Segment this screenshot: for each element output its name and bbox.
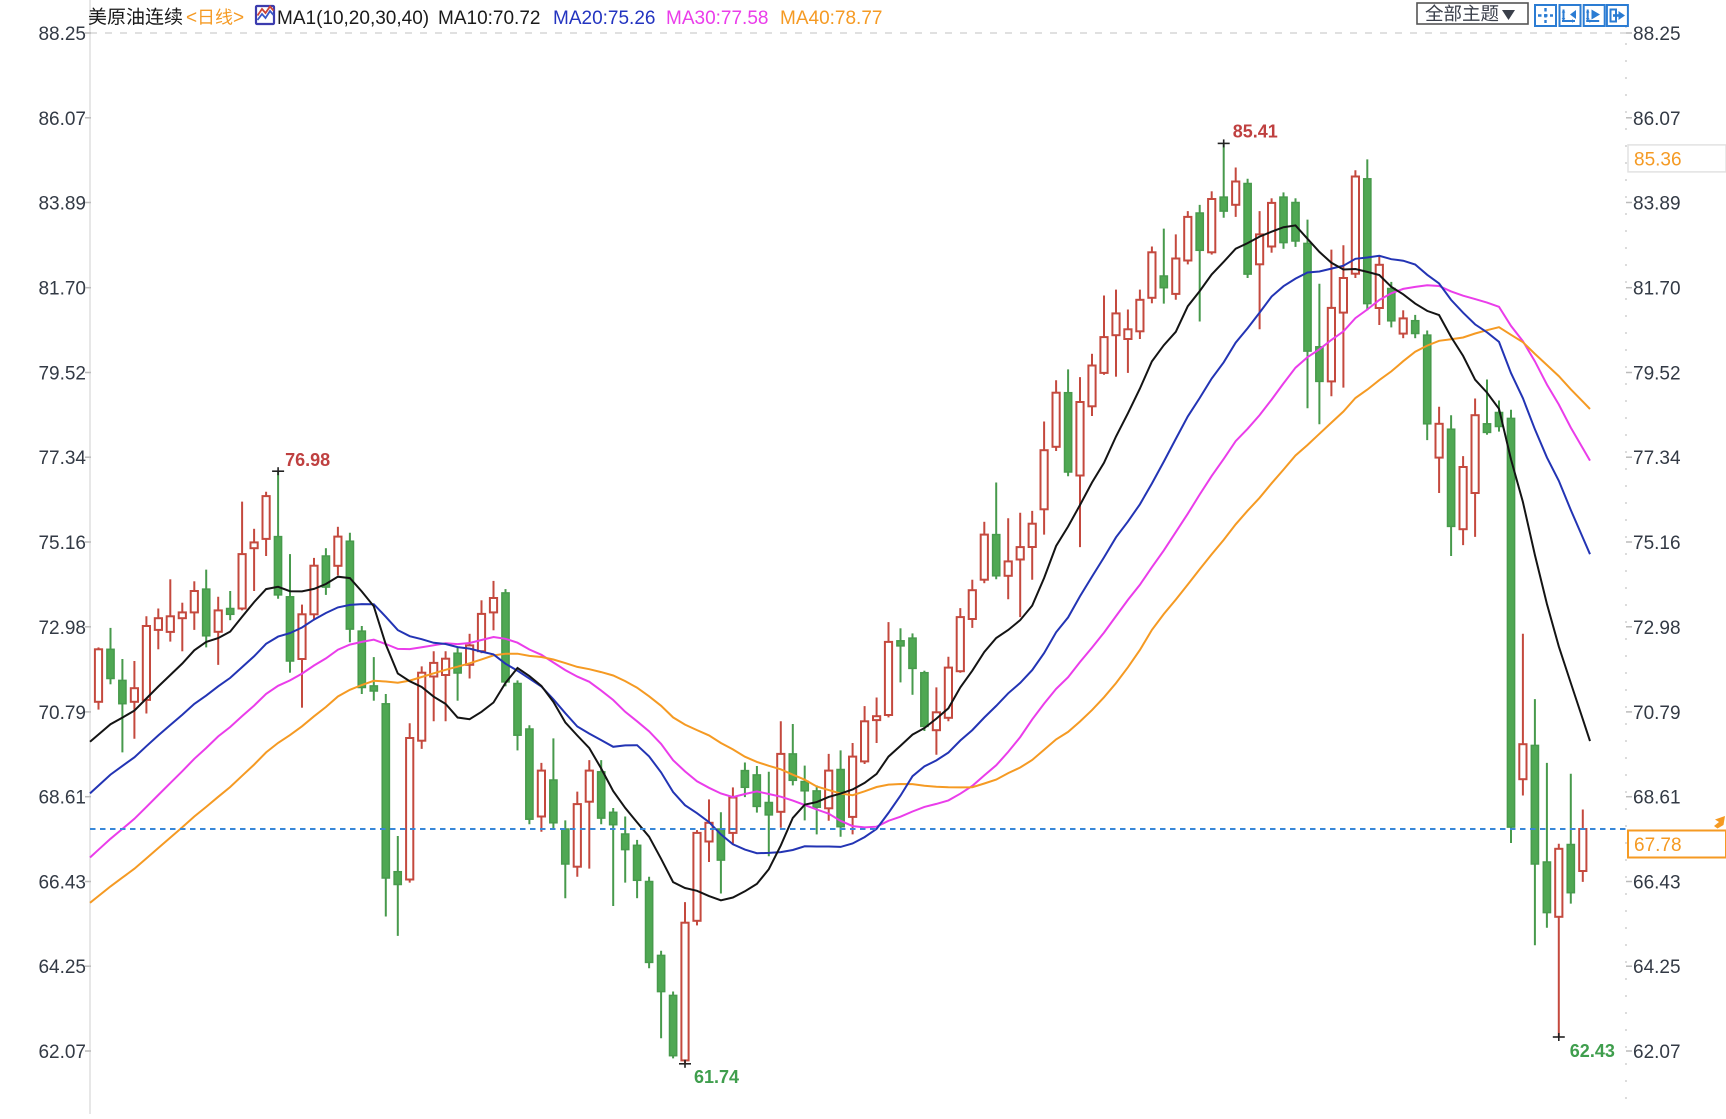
svg-text:72.98: 72.98 xyxy=(1633,618,1681,639)
svg-text:MA10:70.72: MA10:70.72 xyxy=(438,8,540,29)
svg-text:77.34: 77.34 xyxy=(1633,448,1681,469)
svg-text:85.36: 85.36 xyxy=(1634,149,1682,170)
svg-text:MA40:78.77: MA40:78.77 xyxy=(780,8,882,29)
svg-text:64.25: 64.25 xyxy=(1633,957,1681,978)
svg-text:85.41: 85.41 xyxy=(1233,121,1278,141)
svg-text:70.79: 70.79 xyxy=(38,703,86,724)
svg-text:62.07: 62.07 xyxy=(38,1042,86,1063)
svg-text:77.34: 77.34 xyxy=(38,448,86,469)
svg-text:88.25: 88.25 xyxy=(1633,24,1681,45)
svg-text:67.78: 67.78 xyxy=(1634,835,1682,856)
svg-text:70.79: 70.79 xyxy=(1633,703,1681,724)
svg-text:79.52: 79.52 xyxy=(38,364,86,385)
svg-text:68.61: 68.61 xyxy=(38,788,86,809)
svg-text:68.61: 68.61 xyxy=(1633,788,1681,809)
svg-text:76.98: 76.98 xyxy=(285,450,330,470)
svg-text:81.70: 81.70 xyxy=(38,279,86,300)
svg-text:MA30:77.58: MA30:77.58 xyxy=(666,8,768,29)
svg-text:83.89: 83.89 xyxy=(38,194,86,215)
svg-text:MA1(10,20,30,40): MA1(10,20,30,40) xyxy=(277,8,429,29)
svg-text:75.16: 75.16 xyxy=(1633,533,1681,554)
svg-text:81.70: 81.70 xyxy=(1633,279,1681,300)
svg-text:>: > xyxy=(233,8,244,29)
svg-text:62.07: 62.07 xyxy=(1633,1042,1681,1063)
svg-text:66.43: 66.43 xyxy=(1633,873,1681,894)
svg-text:86.07: 86.07 xyxy=(38,109,86,130)
svg-text:64.25: 64.25 xyxy=(38,957,86,978)
svg-text:62.43: 62.43 xyxy=(1570,1041,1615,1061)
svg-text:88.25: 88.25 xyxy=(38,24,86,45)
svg-text:<: < xyxy=(186,8,197,29)
svg-text:72.98: 72.98 xyxy=(38,618,86,639)
svg-text:MA20:75.26: MA20:75.26 xyxy=(553,8,655,29)
svg-text:75.16: 75.16 xyxy=(38,533,86,554)
svg-text:86.07: 86.07 xyxy=(1633,109,1681,130)
svg-text:61.74: 61.74 xyxy=(694,1067,739,1087)
svg-text:83.89: 83.89 xyxy=(1633,194,1681,215)
svg-text:79.52: 79.52 xyxy=(1633,364,1681,385)
svg-text:66.43: 66.43 xyxy=(38,873,86,894)
